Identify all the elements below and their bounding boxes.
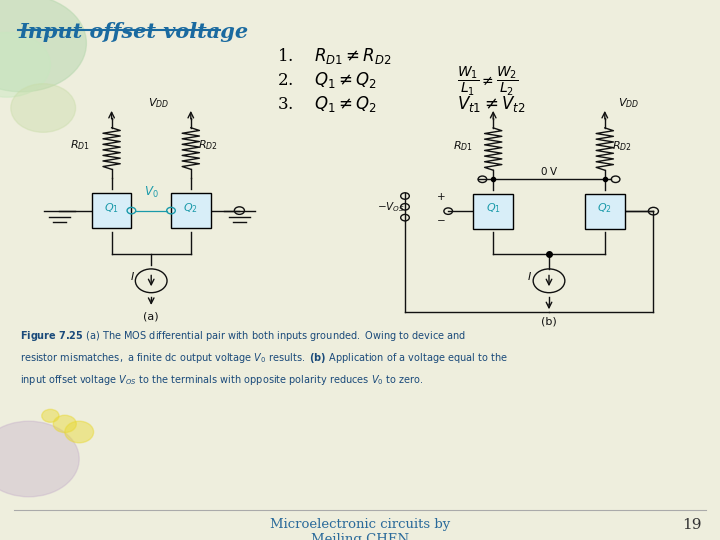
Circle shape [65,421,94,443]
Text: $\mathbf{Figure\ 7.25}$$\rm{\ (a)\ The\ MOS\ differential\ pair\ with\ both\ inp: $\mathbf{Figure\ 7.25}$$\rm{\ (a)\ The\ … [20,329,467,343]
Text: $-$: $-$ [122,193,132,203]
Text: Microelectronic circuits by
Meiling CHEN: Microelectronic circuits by Meiling CHEN [270,518,450,540]
Text: $0\ \mathrm{V}$: $0\ \mathrm{V}$ [539,165,559,177]
Text: $+$: $+$ [436,191,446,202]
Text: $-V_{OS}$: $-V_{OS}$ [377,200,405,214]
Text: Input offset voltage: Input offset voltage [18,22,248,42]
Text: 19: 19 [683,518,702,532]
Text: 1.    $R_{D1} \neq R_{D2}$: 1. $R_{D1} \neq R_{D2}$ [277,46,392,66]
Text: $R_{D1}$: $R_{D1}$ [70,138,90,152]
Text: (b): (b) [541,316,557,326]
Text: $R_{D2}$: $R_{D2}$ [612,139,632,153]
Text: $Q_2$: $Q_2$ [184,201,198,215]
Text: $-$: $-$ [436,214,446,224]
Circle shape [0,421,79,497]
Text: $\dfrac{W_1}{L_1} \neq \dfrac{W_2}{L_2}$: $\dfrac{W_1}{L_1} \neq \dfrac{W_2}{L_2}$ [457,65,518,98]
Circle shape [53,415,76,433]
FancyBboxPatch shape [474,194,513,229]
Text: (a): (a) [143,312,159,322]
Circle shape [0,32,50,97]
Circle shape [0,0,86,92]
Text: 3.    $Q_1 \neq Q_2$: 3. $Q_1 \neq Q_2$ [277,94,377,114]
Text: $+$: $+$ [170,192,181,203]
Text: $I_1$: $I_1$ [99,210,107,224]
Circle shape [42,409,59,422]
Text: $R_{D1}$: $R_{D1}$ [453,139,473,153]
Circle shape [11,84,76,132]
Text: $V_0$: $V_0$ [144,185,158,200]
Text: $\rm{input\ offset\ voltage\ }$$V_{OS}$$\rm{\ to\ the\ terminals\ with\ opposite: $\rm{input\ offset\ voltage\ }$$V_{OS}$$… [20,373,424,387]
Text: 2.    $Q_1 \neq Q_2$: 2. $Q_1 \neq Q_2$ [277,70,377,90]
Text: $V_{DD}$: $V_{DD}$ [148,96,169,110]
FancyBboxPatch shape [171,193,211,228]
Text: $Q_1$: $Q_1$ [486,201,500,215]
Text: $V_{t1} \neq V_{t2}$: $V_{t1} \neq V_{t2}$ [457,94,526,114]
Text: $I$: $I$ [527,269,532,282]
Text: $Q_1$: $Q_1$ [104,201,119,215]
Text: $I$: $I$ [130,269,135,282]
FancyBboxPatch shape [585,194,625,229]
Text: $V_{DD}$: $V_{DD}$ [618,96,639,110]
Text: $R_{D2}$: $R_{D2}$ [198,138,218,152]
FancyBboxPatch shape [92,193,132,228]
Text: $I_2$: $I_2$ [194,210,202,224]
Text: $\rm{resistor\ mismatches,\ a\ finite\ dc\ output\ voltage\ }$$V_0$$\rm{\ result: $\rm{resistor\ mismatches,\ a\ finite\ d… [20,351,508,365]
Text: $Q_2$: $Q_2$ [598,201,612,215]
